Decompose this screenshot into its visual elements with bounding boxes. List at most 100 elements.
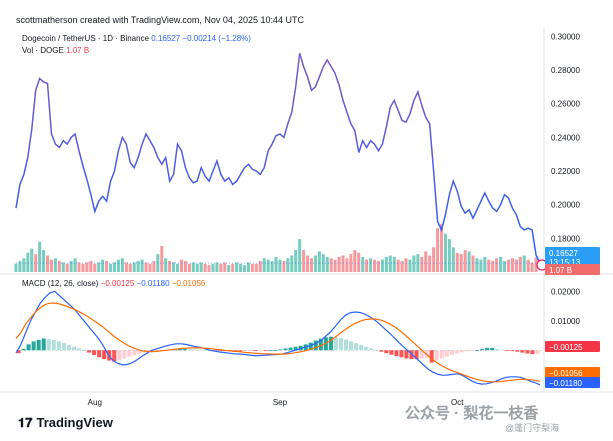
volume-bar bbox=[471, 255, 475, 272]
macd-histogram-bar bbox=[344, 339, 349, 351]
volume-bar bbox=[34, 254, 38, 272]
macd-histogram-bar bbox=[182, 348, 187, 351]
macd-histogram-bar bbox=[273, 349, 278, 351]
volume-bar bbox=[306, 255, 310, 272]
macd-histogram-bar bbox=[495, 348, 500, 351]
macd-histogram-bar bbox=[283, 348, 288, 351]
macd-histogram-bar bbox=[61, 342, 66, 351]
volume-bar bbox=[30, 248, 34, 272]
macd-histogram-bar bbox=[41, 338, 46, 351]
macd-histogram-bar bbox=[374, 350, 379, 352]
volume-bar bbox=[124, 262, 128, 272]
volume-bar bbox=[467, 251, 471, 272]
macd-histogram-bar bbox=[464, 350, 469, 352]
macd-histogram-bar bbox=[263, 350, 268, 352]
volume-bar bbox=[172, 262, 176, 272]
macd-histogram-bar bbox=[459, 350, 464, 353]
macd-histogram-bar bbox=[152, 350, 157, 352]
symbol-title[interactable]: Dogecoin / TetherUS · 1D · Binance bbox=[22, 34, 150, 43]
macd-histogram-bar bbox=[117, 350, 122, 361]
macd-histogram-bar bbox=[313, 340, 318, 351]
macd-histogram-bar bbox=[218, 350, 223, 352]
macd-histogram-bar bbox=[243, 350, 248, 352]
macd-histogram-bar bbox=[485, 347, 490, 351]
macd-histogram-bar bbox=[92, 350, 97, 355]
volume-bar bbox=[530, 262, 534, 272]
volume-legend: Vol · DOGE 1.07 B bbox=[22, 46, 89, 55]
macd-histogram-bar bbox=[429, 350, 434, 363]
volume-bar bbox=[325, 256, 329, 272]
volume-bar bbox=[215, 262, 219, 272]
macd-histogram-bar bbox=[258, 350, 263, 352]
macd-histogram-bar bbox=[71, 346, 76, 351]
volume-label[interactable]: Vol · DOGE bbox=[22, 46, 64, 55]
volume-bar bbox=[246, 262, 250, 272]
volume-bar bbox=[455, 252, 459, 272]
macd-histogram-bar bbox=[137, 350, 142, 354]
macd-histogram-bar bbox=[122, 350, 127, 359]
price-tag bbox=[545, 247, 600, 267]
macd-histogram-bar bbox=[328, 336, 333, 351]
volume-bar bbox=[77, 262, 81, 272]
volume-bar bbox=[176, 263, 180, 272]
volume-bar bbox=[428, 255, 432, 272]
chart-credit: scottmatherson created with TradingView.… bbox=[16, 15, 304, 25]
volume-bar bbox=[152, 261, 156, 272]
volume-bar bbox=[424, 251, 428, 272]
volume-bar bbox=[18, 261, 22, 272]
macd-histogram-bar bbox=[112, 350, 117, 362]
time-axis-tick: Sep bbox=[273, 398, 288, 407]
volume-bar bbox=[42, 250, 46, 272]
volume-bar bbox=[191, 262, 195, 272]
volume-bar bbox=[534, 257, 538, 272]
macd-histogram-bar bbox=[469, 350, 474, 352]
macd-histogram-bar bbox=[475, 350, 480, 352]
macd-histogram-bar bbox=[46, 339, 51, 351]
volume-bar bbox=[266, 259, 270, 272]
macd-histogram-bar bbox=[338, 337, 343, 351]
price-change: −0.00214 (−1.28%) bbox=[182, 34, 251, 43]
macd-histogram-bar bbox=[364, 346, 369, 351]
volume-bar bbox=[408, 259, 412, 272]
volume-bar bbox=[313, 255, 317, 272]
volume-bar bbox=[26, 252, 30, 272]
macd-histogram-bar bbox=[76, 348, 81, 351]
volume-bar bbox=[65, 263, 69, 272]
macd-histogram-bar bbox=[520, 350, 525, 353]
volume-bar bbox=[321, 254, 325, 272]
tradingview-logo[interactable]: 𝟏𝟕 TradingView bbox=[18, 415, 113, 431]
volume-bar bbox=[160, 245, 164, 272]
macd-histogram-bar bbox=[132, 350, 137, 356]
signal-line bbox=[15, 302, 541, 383]
volume-bar bbox=[483, 256, 487, 272]
volume-bar bbox=[432, 247, 436, 272]
volume-tag bbox=[545, 264, 600, 275]
volume-bar bbox=[49, 259, 53, 272]
volume-bar bbox=[132, 262, 136, 272]
volume-bar bbox=[451, 247, 455, 272]
macd-signal-value: −0.01056 bbox=[171, 279, 206, 288]
macd-hist-value: −0.00125 bbox=[100, 279, 135, 288]
volume-bar bbox=[112, 262, 117, 272]
macd-line-tag bbox=[545, 377, 600, 388]
volume-bar bbox=[227, 265, 231, 272]
volume-bar bbox=[290, 255, 294, 272]
volume-bar bbox=[345, 258, 349, 272]
volume-bar bbox=[168, 261, 172, 272]
price-axis-tick: 0.18000 bbox=[551, 234, 580, 243]
volume-bar bbox=[518, 256, 522, 272]
macd-histogram-bar bbox=[333, 337, 338, 351]
volume-bar bbox=[400, 261, 404, 272]
volume-bar bbox=[384, 256, 388, 272]
macd-label[interactable]: MACD (12, 26, close) bbox=[22, 279, 99, 288]
volume-bar bbox=[89, 261, 93, 272]
macd-histogram-bar bbox=[414, 350, 419, 360]
macd-line-value: −0.01180 bbox=[136, 279, 170, 288]
volume-bar bbox=[254, 263, 258, 272]
volume-bar bbox=[439, 224, 444, 272]
volume-bar bbox=[38, 241, 42, 272]
volume-bar bbox=[495, 258, 499, 272]
volume-bar bbox=[420, 256, 424, 272]
macd-histogram-bar bbox=[21, 348, 26, 351]
